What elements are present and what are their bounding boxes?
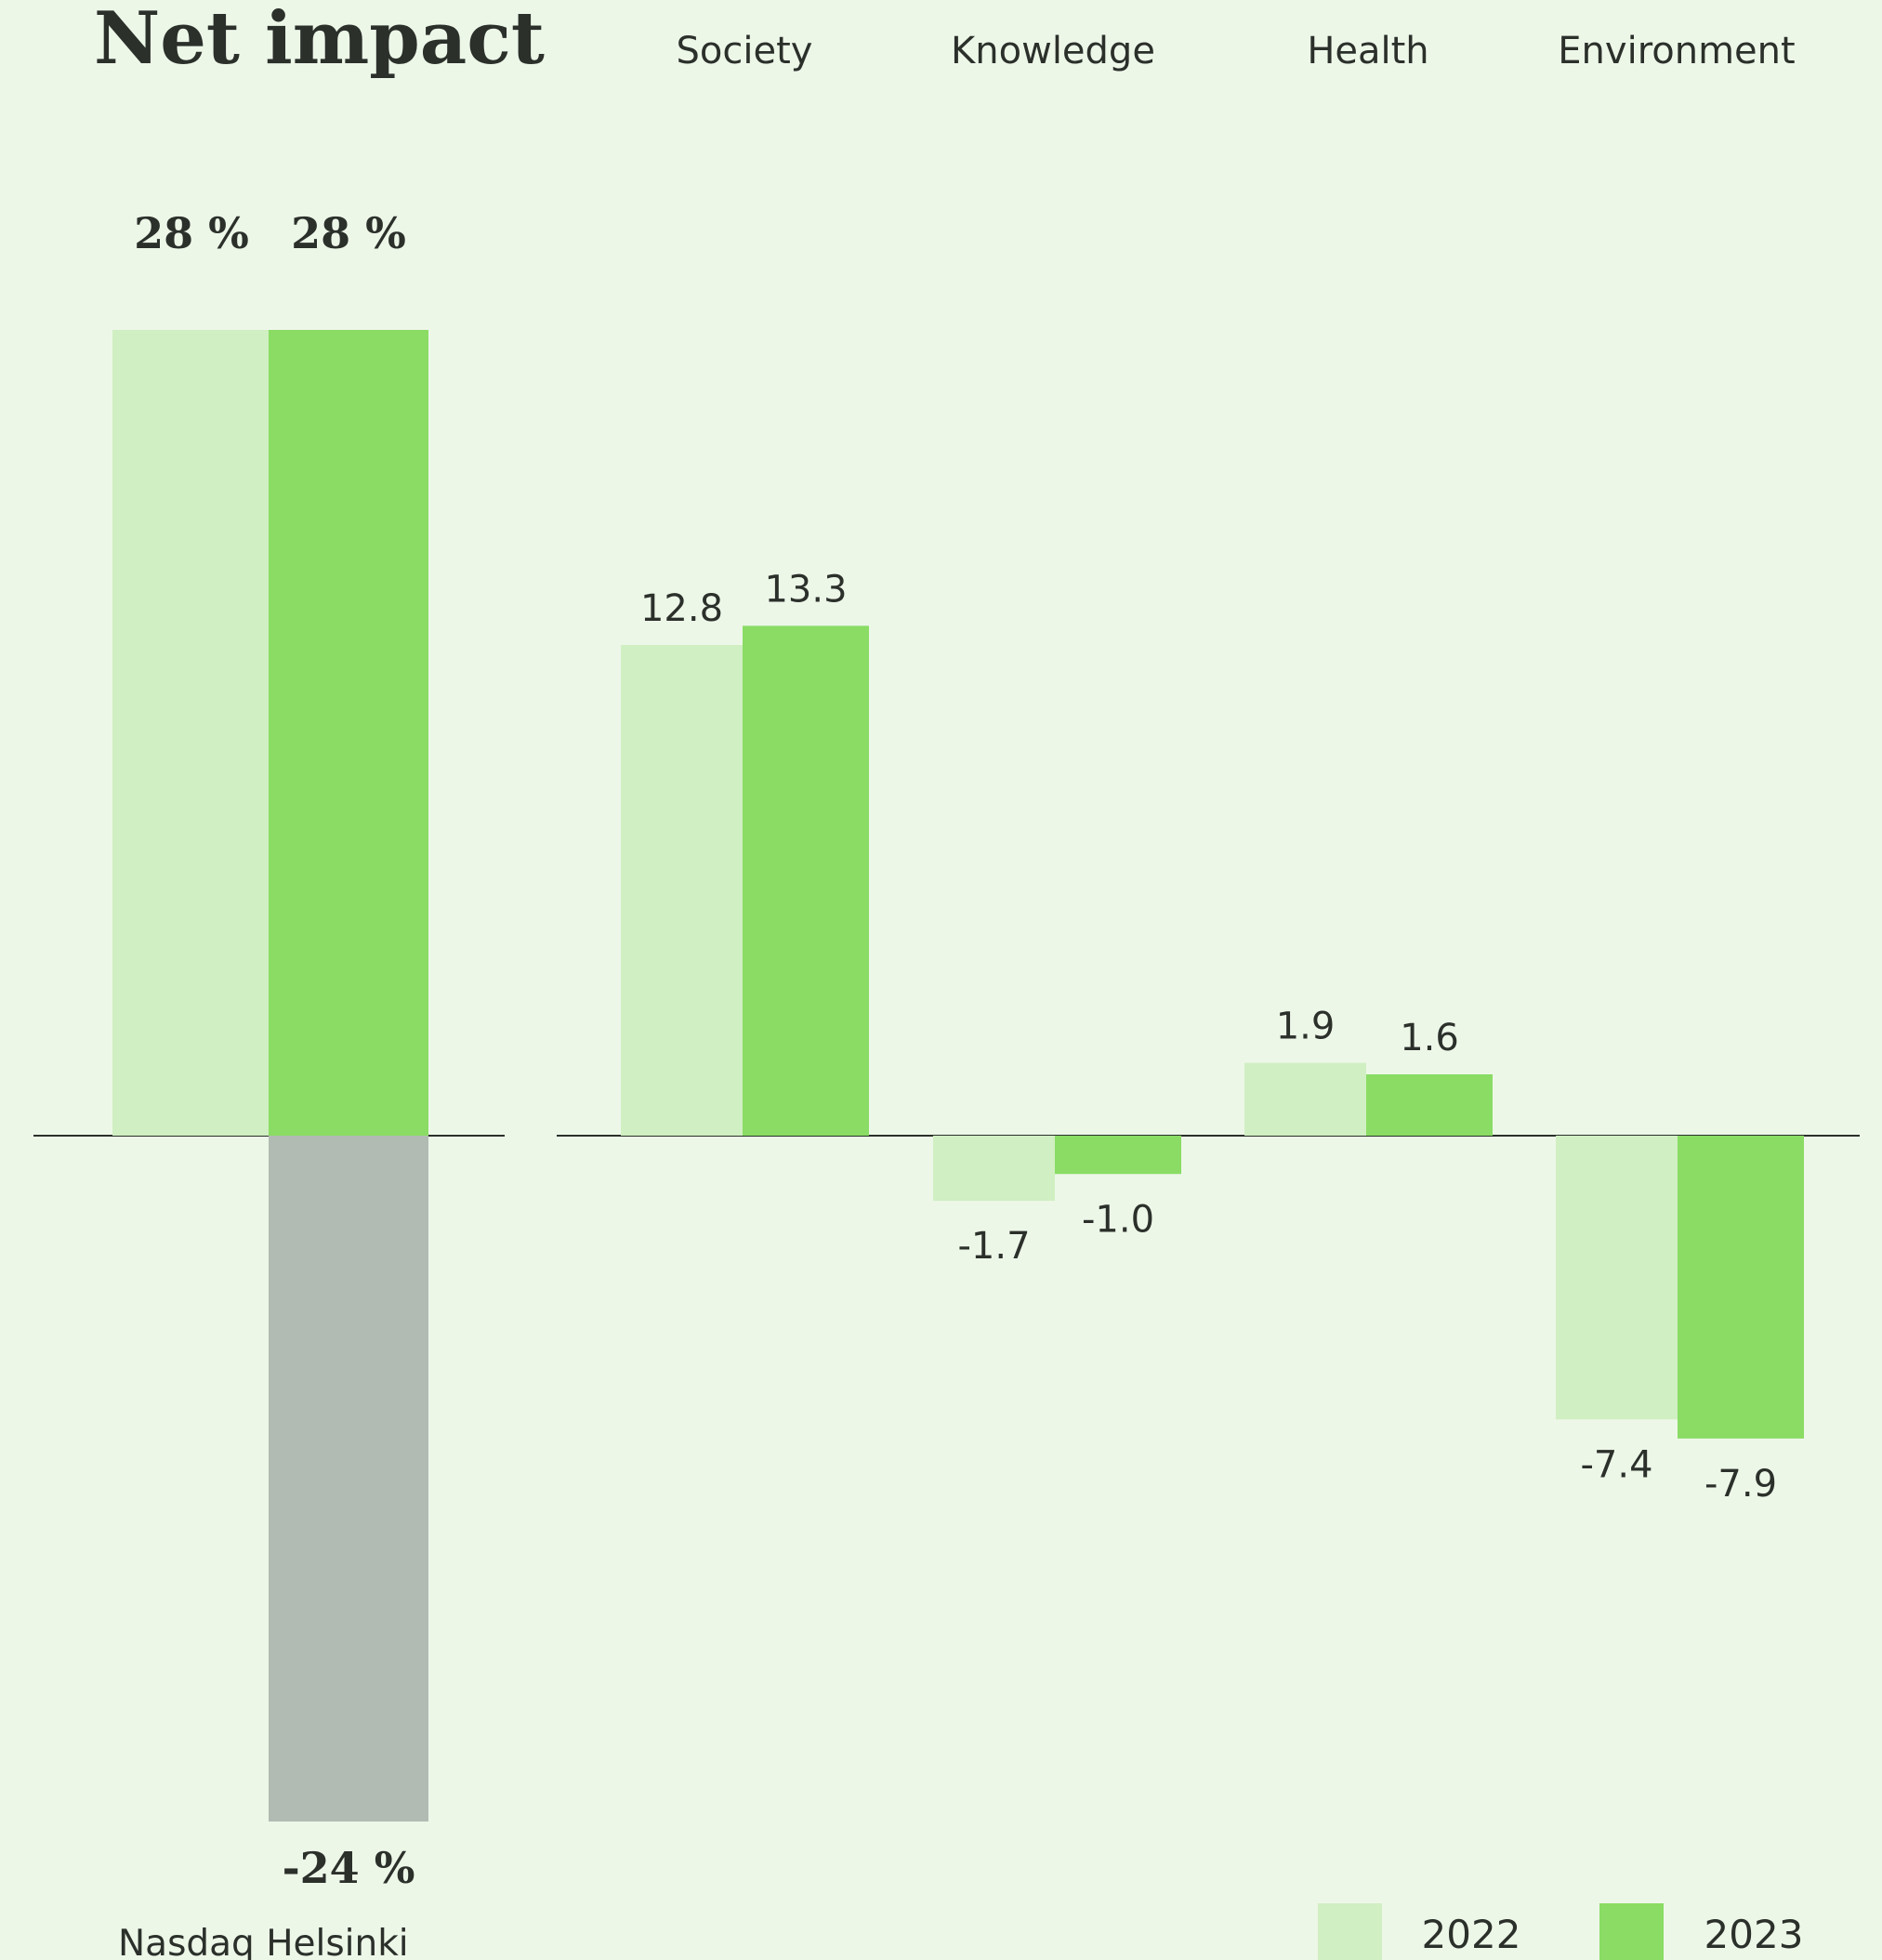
bar-knowledge-2022 <box>933 1136 1055 1201</box>
net-impact-title: Net impact <box>94 0 545 81</box>
value-label-health-2023: 1.6 <box>1400 1017 1459 1059</box>
bar-health-2023 <box>1366 1074 1493 1136</box>
bar-environment-2022 <box>1556 1136 1678 1419</box>
category-label-health: Health <box>1307 30 1428 72</box>
legend-label-2023: 2023 <box>1704 1912 1804 1957</box>
legend-swatch-2023 <box>1599 1903 1664 1960</box>
value-label-knowledge-2023: -1.0 <box>1082 1198 1154 1241</box>
net-impact-bar-2023-negative <box>269 1136 428 1822</box>
net-impact-label-2022: 28 % <box>134 208 249 258</box>
value-label-knowledge-2022: -1.7 <box>957 1225 1030 1268</box>
bar-society-2023 <box>743 625 869 1136</box>
value-label-environment-2022: -7.4 <box>1580 1443 1652 1486</box>
category-headers: Society Knowledge Health Environment <box>677 30 1796 72</box>
legend: 2022 2023 <box>1318 1903 1803 1960</box>
bar-health-2022 <box>1244 1063 1366 1136</box>
nasdaq-helsinki-label: Nasdaq Helsinki <box>118 1923 409 1960</box>
net-impact-label-2023: 28 % <box>291 208 406 258</box>
legend-swatch-2022 <box>1318 1903 1382 1960</box>
bar-knowledge-2023 <box>1055 1136 1181 1174</box>
category-label-society: Society <box>677 30 813 72</box>
value-label-health-2022: 1.9 <box>1276 1006 1336 1048</box>
net-impact-bar-2023 <box>269 330 428 1136</box>
value-label-environment-2023: -7.9 <box>1704 1463 1777 1506</box>
category-bars <box>621 625 1804 1439</box>
value-label-society-2022: 12.8 <box>640 587 723 630</box>
net-impact-label-2023-negative: -24 % <box>283 1843 415 1893</box>
bar-society-2022 <box>621 645 743 1136</box>
category-label-environment: Environment <box>1558 30 1795 72</box>
legend-label-2022: 2022 <box>1422 1912 1521 1957</box>
bar-environment-2023 <box>1678 1136 1804 1439</box>
category-label-knowledge: Knowledge <box>951 30 1155 72</box>
value-label-society-2023: 13.3 <box>764 568 847 611</box>
net-impact-bar-2022 <box>112 330 269 1136</box>
net-impact-bars <box>112 330 428 1822</box>
